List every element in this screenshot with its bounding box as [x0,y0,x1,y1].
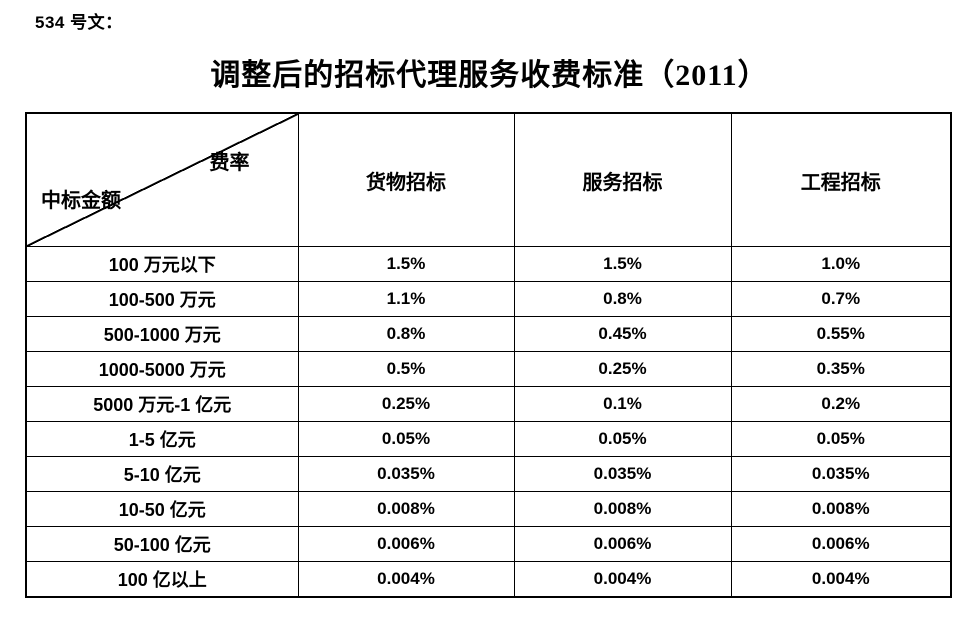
table-row: 5000 万元-1 亿元 0.25% 0.1% 0.2% [25,386,952,422]
rate-cell: 0.035% [730,456,952,492]
row-label: 50-100 亿元 [25,526,299,562]
rate-cell: 1.1% [297,281,515,317]
fee-rate-table: 费率 中标金额 货物招标 服务招标 工程招标 100 万元以下 1.5% 1.5… [25,112,952,598]
table-row: 100 亿以上 0.004% 0.004% 0.004% [25,561,952,597]
document-number-label: 534 号文： [35,13,123,32]
rate-cell: 0.004% [730,561,952,597]
rate-cell: 0.35% [730,351,952,387]
table-row: 1-5 亿元 0.05% 0.05% 0.05% [25,421,952,457]
corner-label-amount: 中标金额 [41,190,121,212]
diagonal-divider: 费率 中标金额 [27,114,297,246]
rate-cell: 0.008% [513,491,732,527]
rate-cell: 0.004% [513,561,732,597]
row-label: 10-50 亿元 [25,491,299,527]
corner-label-rate: 费率 [209,152,250,174]
rate-cell: 0.05% [730,421,952,457]
page-title: 调整后的招标代理服务收费标准（2011） [210,59,769,92]
column-header-engineering: 工程招标 [730,112,952,247]
row-label: 100 亿以上 [25,561,299,597]
rate-cell: 0.006% [730,526,952,562]
row-label: 100-500 万元 [25,281,299,317]
rate-cell: 0.035% [297,456,515,492]
rate-cell: 0.7% [730,281,952,317]
column-header-services: 服务招标 [513,112,732,247]
table-row: 100-500 万元 1.1% 0.8% 0.7% [25,281,952,317]
row-label: 100 万元以下 [25,246,299,282]
rate-cell: 0.5% [297,351,515,387]
row-label: 5000 万元-1 亿元 [25,386,299,422]
rate-cell: 0.006% [513,526,732,562]
rate-cell: 1.5% [513,246,732,282]
row-label: 1000-5000 万元 [25,351,299,387]
diagonal-corner-cell: 费率 中标金额 [25,112,299,247]
row-label: 5-10 亿元 [25,456,299,492]
rate-cell: 0.25% [513,351,732,387]
rate-cell: 0.035% [513,456,732,492]
table-row: 1000-5000 万元 0.5% 0.25% 0.35% [25,351,952,387]
rate-cell: 0.8% [513,281,732,317]
rate-cell: 0.55% [730,316,952,352]
rate-cell: 0.2% [730,386,952,422]
rate-cell: 0.006% [297,526,515,562]
rate-cell: 0.1% [513,386,732,422]
rate-cell: 0.05% [513,421,732,457]
rate-cell: 0.008% [297,491,515,527]
row-label: 500-1000 万元 [25,316,299,352]
table-header-row: 费率 中标金额 货物招标 服务招标 工程招标 [25,112,952,247]
rate-cell: 0.05% [297,421,515,457]
rate-cell: 0.25% [297,386,515,422]
rate-cell: 1.5% [297,246,515,282]
rate-cell: 0.004% [297,561,515,597]
rate-cell: 0.8% [297,316,515,352]
column-header-goods: 货物招标 [297,112,515,247]
rate-cell: 0.45% [513,316,732,352]
table-row: 10-50 亿元 0.008% 0.008% 0.008% [25,491,952,527]
table-row: 100 万元以下 1.5% 1.5% 1.0% [25,246,952,282]
rate-cell: 1.0% [730,246,952,282]
rate-cell: 0.008% [730,491,952,527]
table-row: 500-1000 万元 0.8% 0.45% 0.55% [25,316,952,352]
table-row: 5-10 亿元 0.035% 0.035% 0.035% [25,456,952,492]
table-row: 50-100 亿元 0.006% 0.006% 0.006% [25,526,952,562]
row-label: 1-5 亿元 [25,421,299,457]
